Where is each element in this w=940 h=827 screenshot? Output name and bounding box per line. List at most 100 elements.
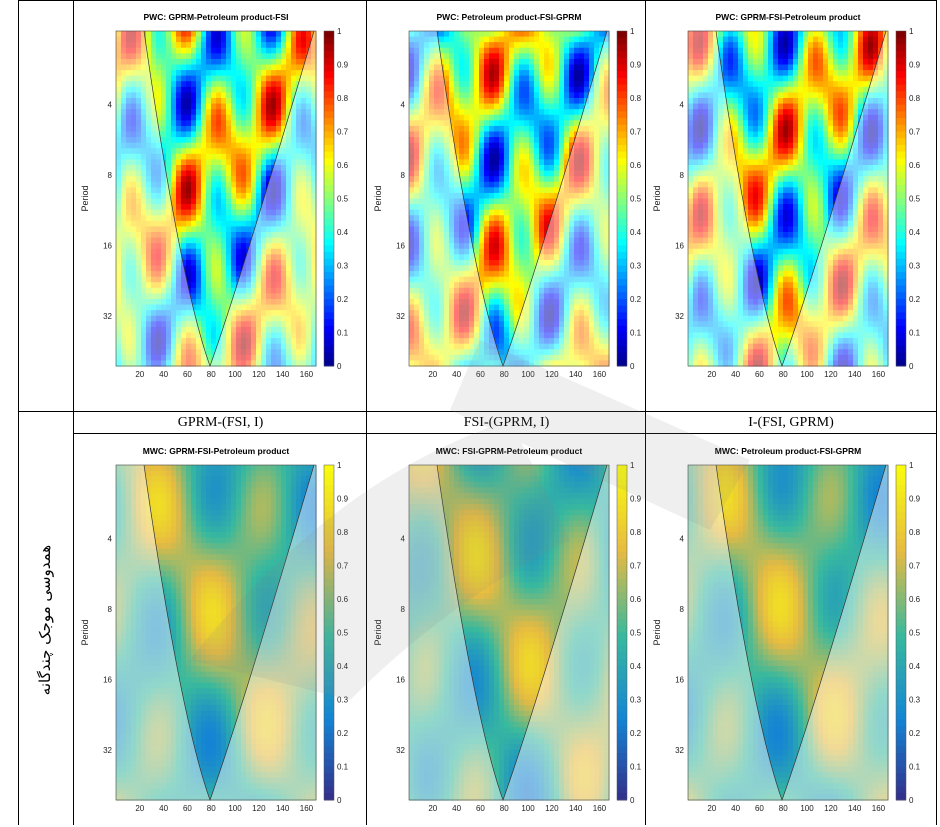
- y-tick-label: 8: [401, 605, 406, 614]
- colorbar-tick-label: 0.7: [909, 562, 921, 571]
- colorbar-tick-label: 0.5: [337, 629, 349, 638]
- x-tick-label: 160: [300, 804, 314, 813]
- y-axis-label: Period: [652, 619, 662, 645]
- x-tick-label: 160: [872, 370, 886, 379]
- wavelet-panel-2: PWC: Petroleum product-FSI-GPRM 4 8 16 32 Per…: [367, 6, 657, 384]
- colorbar-tick-label: 0.9: [909, 61, 921, 70]
- y-axis-label: Period: [652, 185, 662, 211]
- colorbar-tick-label: 0.1: [909, 329, 921, 338]
- plot-frame: [408, 464, 610, 801]
- colorbar-tick-label: 0.2: [630, 295, 642, 304]
- wavelet-panel-4: MWC: GPRM-FSI-Petroleum product 4 8 16 32 Per…: [74, 440, 364, 818]
- colorbar-tick-label: 0.4: [909, 662, 921, 671]
- wavelet-panel-6: MWC: Petroleum product-FSI-GPRM 4 8 16 32 Per…: [646, 440, 936, 818]
- x-tick-label: 140: [848, 370, 862, 379]
- x-tick-label: 20: [428, 370, 437, 379]
- colorbar-tick-label: 0.8: [630, 94, 642, 103]
- y-tick-label: 16: [103, 241, 112, 250]
- colorbar-tick-label: 0.7: [337, 562, 349, 571]
- y-tick-label: 32: [103, 312, 112, 321]
- x-tick-label: 100: [521, 804, 535, 813]
- y-tick-label: 16: [103, 675, 112, 684]
- y-tick-label: 32: [396, 312, 405, 321]
- colorbar-tick-label: 0.4: [909, 228, 921, 237]
- heatmap: [688, 31, 889, 367]
- x-tick-label: 140: [276, 804, 290, 813]
- colorbar-tick-label: 0: [630, 362, 635, 371]
- x-tick-label: 40: [159, 370, 168, 379]
- plot-frame: [115, 464, 317, 801]
- x-tick-label: 80: [500, 370, 509, 379]
- x-tick-label: 80: [779, 370, 788, 379]
- y-tick-label: 8: [401, 171, 406, 180]
- heatmap: [116, 465, 317, 801]
- colorbar-tick-label: 0.9: [630, 61, 642, 70]
- colorbar-tick-label: 1: [630, 461, 635, 470]
- x-tick-label: 140: [848, 804, 862, 813]
- x-tick-label: 160: [300, 370, 314, 379]
- y-tick-label: 4: [680, 535, 685, 544]
- heatmap: [688, 465, 889, 801]
- x-tick-label: 140: [569, 804, 583, 813]
- colorbar-tick-label: 0.4: [630, 662, 642, 671]
- colorbar-tick-label: 0.4: [337, 228, 349, 237]
- y-tick-label: 8: [680, 171, 685, 180]
- x-tick-label: 100: [800, 804, 814, 813]
- x-tick-label: 80: [207, 804, 216, 813]
- y-axis-label: Period: [80, 619, 90, 645]
- x-tick-label: 100: [800, 370, 814, 379]
- row-label-text: همدوسی موجک چندگانه: [36, 544, 55, 696]
- colorbar: [616, 464, 628, 801]
- colorbar-tick-label: 0.1: [337, 329, 349, 338]
- colorbar: [895, 464, 907, 801]
- colorbar-tick-label: 0: [337, 362, 342, 371]
- colorbar: [323, 464, 335, 801]
- x-tick-label: 140: [569, 370, 583, 379]
- colorbar-tick-label: 0: [909, 362, 914, 371]
- caption-fsi: FSI-(GPRM, I): [463, 415, 550, 430]
- colorbar-tick-label: 0.1: [909, 763, 921, 772]
- colorbar-tick-label: 1: [909, 27, 914, 36]
- y-tick-label: 4: [680, 101, 685, 110]
- colorbar-tick-label: 0.3: [909, 262, 921, 271]
- x-tick-label: 100: [228, 804, 242, 813]
- x-tick-label: 60: [476, 804, 485, 813]
- colorbar-tick-label: 0.8: [337, 94, 349, 103]
- colorbar-tick-label: 0.3: [630, 696, 642, 705]
- x-tick-label: 120: [252, 370, 266, 379]
- colorbar-tick-label: 0.5: [909, 629, 921, 638]
- colorbar-tick-label: 0.7: [630, 128, 642, 137]
- heatmap: [116, 31, 317, 367]
- y-tick-label: 8: [108, 171, 113, 180]
- colorbar-tick-label: 0.2: [630, 729, 642, 738]
- colorbar-tick-label: 0.2: [909, 295, 921, 304]
- y-tick-label: 8: [680, 605, 685, 614]
- colorbar-tick-label: 0.3: [337, 696, 349, 705]
- x-tick-label: 40: [452, 804, 461, 813]
- colorbar-tick-label: 0: [630, 796, 635, 805]
- x-tick-label: 120: [824, 804, 838, 813]
- x-tick-label: 20: [707, 804, 716, 813]
- x-tick-label: 20: [707, 370, 716, 379]
- table-border-right: [936, 0, 937, 825]
- colorbar-tick-label: 0.6: [630, 161, 642, 170]
- table-row-divider: [18, 411, 937, 412]
- colorbar-tick-label: 0.9: [337, 495, 349, 504]
- x-tick-label: 120: [545, 370, 559, 379]
- x-tick-label: 140: [276, 370, 290, 379]
- colorbar-tick-label: 0: [909, 796, 914, 805]
- colorbar-tick-label: 0.6: [909, 161, 921, 170]
- x-tick-label: 40: [731, 804, 740, 813]
- caption-gprm: GPRM-(FSI, I): [177, 415, 264, 430]
- colorbar-tick-label: 0.1: [337, 763, 349, 772]
- cone-of-influence-shade: [116, 31, 316, 366]
- colorbar-tick-label: 1: [630, 27, 635, 36]
- column-divider-1: [366, 0, 367, 825]
- colorbar-tick-label: 0.1: [630, 329, 642, 338]
- colorbar-tick-label: 0.2: [909, 729, 921, 738]
- table-border-left: [18, 0, 19, 825]
- colorbar-tick-label: 1: [337, 27, 342, 36]
- panel-title: MWC: FSI-GPRM-Petroleum product: [436, 446, 583, 456]
- wavelet-panel-3: PWC: GPRM-FSI-Petroleum product 4 8 16 32 Per…: [646, 6, 936, 384]
- x-tick-label: 160: [593, 804, 607, 813]
